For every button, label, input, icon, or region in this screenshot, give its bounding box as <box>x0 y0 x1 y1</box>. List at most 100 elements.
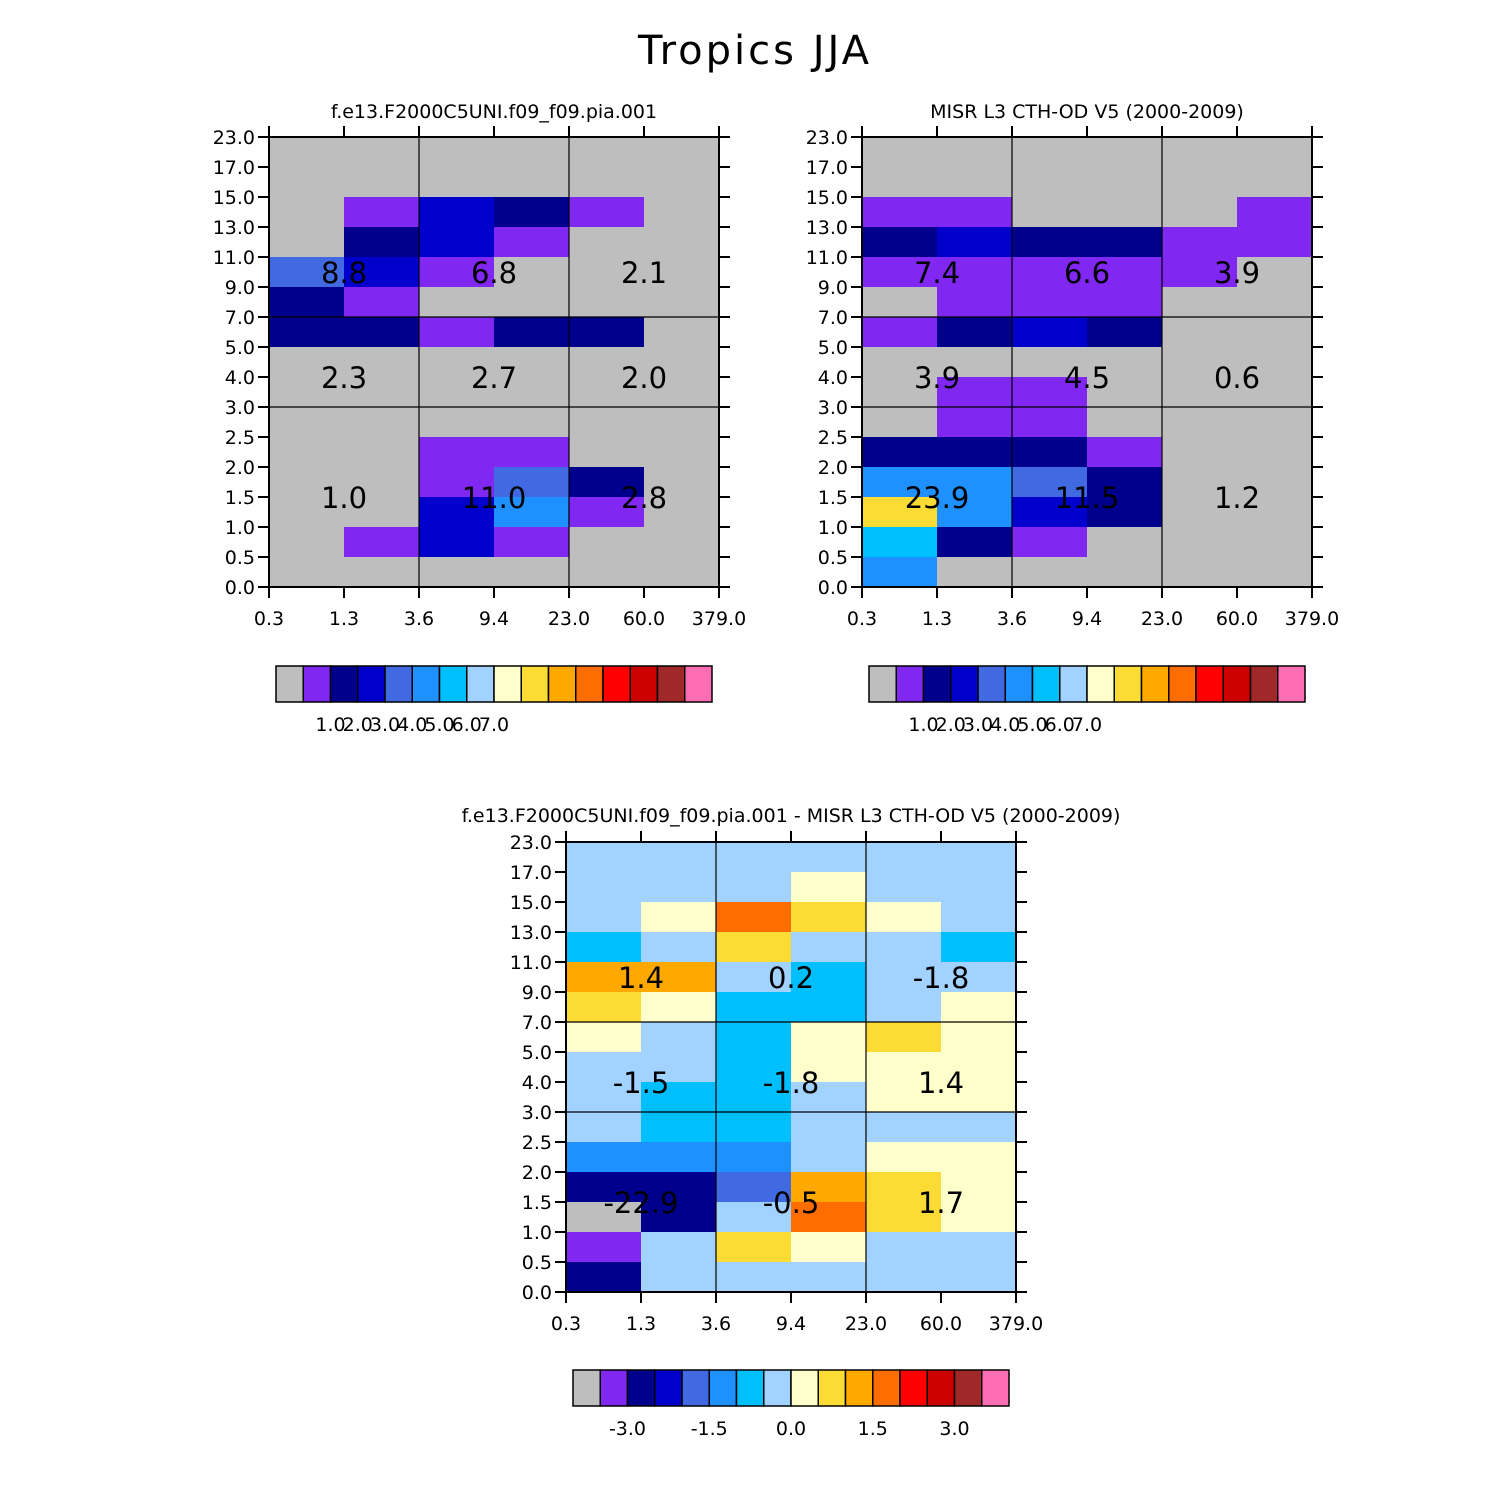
y-tick-label: 15.0 <box>510 892 552 914</box>
heatmap-cell <box>937 407 1013 438</box>
group-total-label: 2.0 <box>621 361 667 395</box>
heatmap-cell <box>862 557 938 588</box>
heatmap-cell <box>269 467 345 498</box>
heatmap-cell <box>941 1052 1017 1083</box>
heatmap-cell <box>344 347 420 378</box>
y-tick-label: 7.0 <box>522 1012 552 1034</box>
y-tick-label: 15.0 <box>806 187 848 209</box>
heatmap-cell <box>644 137 720 168</box>
heatmap-cell <box>566 1052 642 1083</box>
heatmap-cell <box>862 527 938 558</box>
colorbar-label: 1.5 <box>858 1418 888 1440</box>
colorbar-label: 2.0 <box>936 714 966 736</box>
heatmap-cell <box>941 872 1017 903</box>
heatmap-cell <box>866 1112 942 1143</box>
group-total-label: 2.8 <box>621 481 667 515</box>
x-tick-label: 0.3 <box>847 608 877 630</box>
heatmap-cell <box>716 1232 792 1263</box>
y-tick-label: 0.5 <box>818 547 848 569</box>
panel-1: f.e13.F2000C5UNI.f09_f09.pia.001 0.0 0.5 1.… <box>213 101 747 736</box>
colorbar-box <box>602 665 631 703</box>
colorbar-box <box>575 665 604 703</box>
y-tick-label: 2.5 <box>818 427 848 449</box>
colorbar-box <box>708 1369 738 1407</box>
heatmap-cell <box>1012 287 1088 318</box>
heatmap-cell <box>862 197 938 228</box>
heatmap-cell <box>716 1202 792 1233</box>
heatmap-cell <box>344 467 420 498</box>
heatmap-cell <box>937 287 1013 318</box>
heatmap-cell <box>344 227 420 258</box>
colorbar-box <box>1113 665 1143 703</box>
heatmap-cell <box>1087 437 1163 468</box>
heatmap-cell <box>569 407 645 438</box>
panel-title: MISR L3 CTH-OD V5 (2000-2009) <box>930 101 1244 123</box>
heatmap-cell <box>641 1172 717 1203</box>
heatmap-cell <box>419 227 495 258</box>
colorbar-box <box>599 1369 629 1407</box>
heatmap-cell <box>419 137 495 168</box>
heatmap-cell <box>862 407 938 438</box>
y-tick-label: 0.5 <box>522 1252 552 1274</box>
heatmap-cell <box>641 872 717 903</box>
heatmap-cell <box>494 407 570 438</box>
heatmap-cell <box>494 467 570 498</box>
y-tick-label: 11.0 <box>510 952 552 974</box>
colorbar-label: 3.0 <box>939 1418 969 1440</box>
colorbar-label: -1.5 <box>691 1418 728 1440</box>
heatmap-cell <box>1012 227 1088 258</box>
heatmap-cells <box>566 842 1017 1293</box>
heatmap-cell <box>1162 437 1238 468</box>
heatmap-cell <box>494 197 570 228</box>
heatmap-cell <box>419 287 495 318</box>
y-tick-label: 7.0 <box>818 307 848 329</box>
heatmap-cell <box>1012 407 1088 438</box>
heatmap-cell <box>566 1202 642 1233</box>
group-total-label: 2.1 <box>621 256 667 290</box>
colorbar-label: -3.0 <box>609 1418 646 1440</box>
colorbar: 1.02.03.04.05.06.07.0 <box>868 665 1306 736</box>
heatmap-cell <box>941 902 1017 933</box>
heatmap-cell <box>791 1112 867 1143</box>
heatmap-cell <box>1012 437 1088 468</box>
heatmap-cell <box>566 1112 642 1143</box>
heatmap-cell <box>566 992 642 1023</box>
colorbar-box <box>735 1369 765 1407</box>
y-tick-label: 23.0 <box>806 127 848 149</box>
heatmap-cell <box>716 902 792 933</box>
heatmap-cell <box>1237 497 1313 528</box>
colorbar-box <box>1086 665 1115 703</box>
colorbar-box <box>626 1369 656 1407</box>
heatmap-cell <box>941 1202 1017 1233</box>
x-tick-label: 1.3 <box>922 608 952 630</box>
heatmap-cell <box>644 557 720 588</box>
heatmap-cell <box>937 497 1013 528</box>
panel-3: f.e13.F2000C5UNI.f09_f09.pia.001 - MISR … <box>462 805 1121 1440</box>
heatmap-cell <box>641 992 717 1023</box>
heatmap-cell <box>1162 287 1238 318</box>
heatmap-cell <box>641 962 717 993</box>
group-dividers <box>566 842 1016 1292</box>
colorbar-box <box>275 665 304 703</box>
heatmap-cell <box>269 197 345 228</box>
heatmap-cell <box>566 1232 642 1263</box>
group-total-label: -22.9 <box>603 1186 678 1220</box>
y-tick-label: 5.0 <box>522 1042 552 1064</box>
y-tick-label: 17.0 <box>806 157 848 179</box>
group-total-label: 6.6 <box>1064 256 1110 290</box>
x-tick-label: 9.4 <box>1072 608 1102 630</box>
heatmap-cell <box>937 437 1013 468</box>
heatmap-cell <box>1237 437 1313 468</box>
heatmap-cell <box>644 497 720 528</box>
group-total-label: -0.5 <box>763 1186 820 1220</box>
heatmap-cell <box>1012 317 1088 348</box>
heatmap-cell <box>791 902 867 933</box>
colorbar-box <box>302 665 332 703</box>
heatmap-cell <box>1162 137 1238 168</box>
heatmap-cell <box>716 842 792 873</box>
heatmap-cell <box>419 347 495 378</box>
x-tick-label: 3.6 <box>404 608 434 630</box>
x-tick-label: 379.0 <box>989 1313 1043 1335</box>
heatmap-cell <box>344 497 420 528</box>
y-tick-label: 2.0 <box>225 457 255 479</box>
